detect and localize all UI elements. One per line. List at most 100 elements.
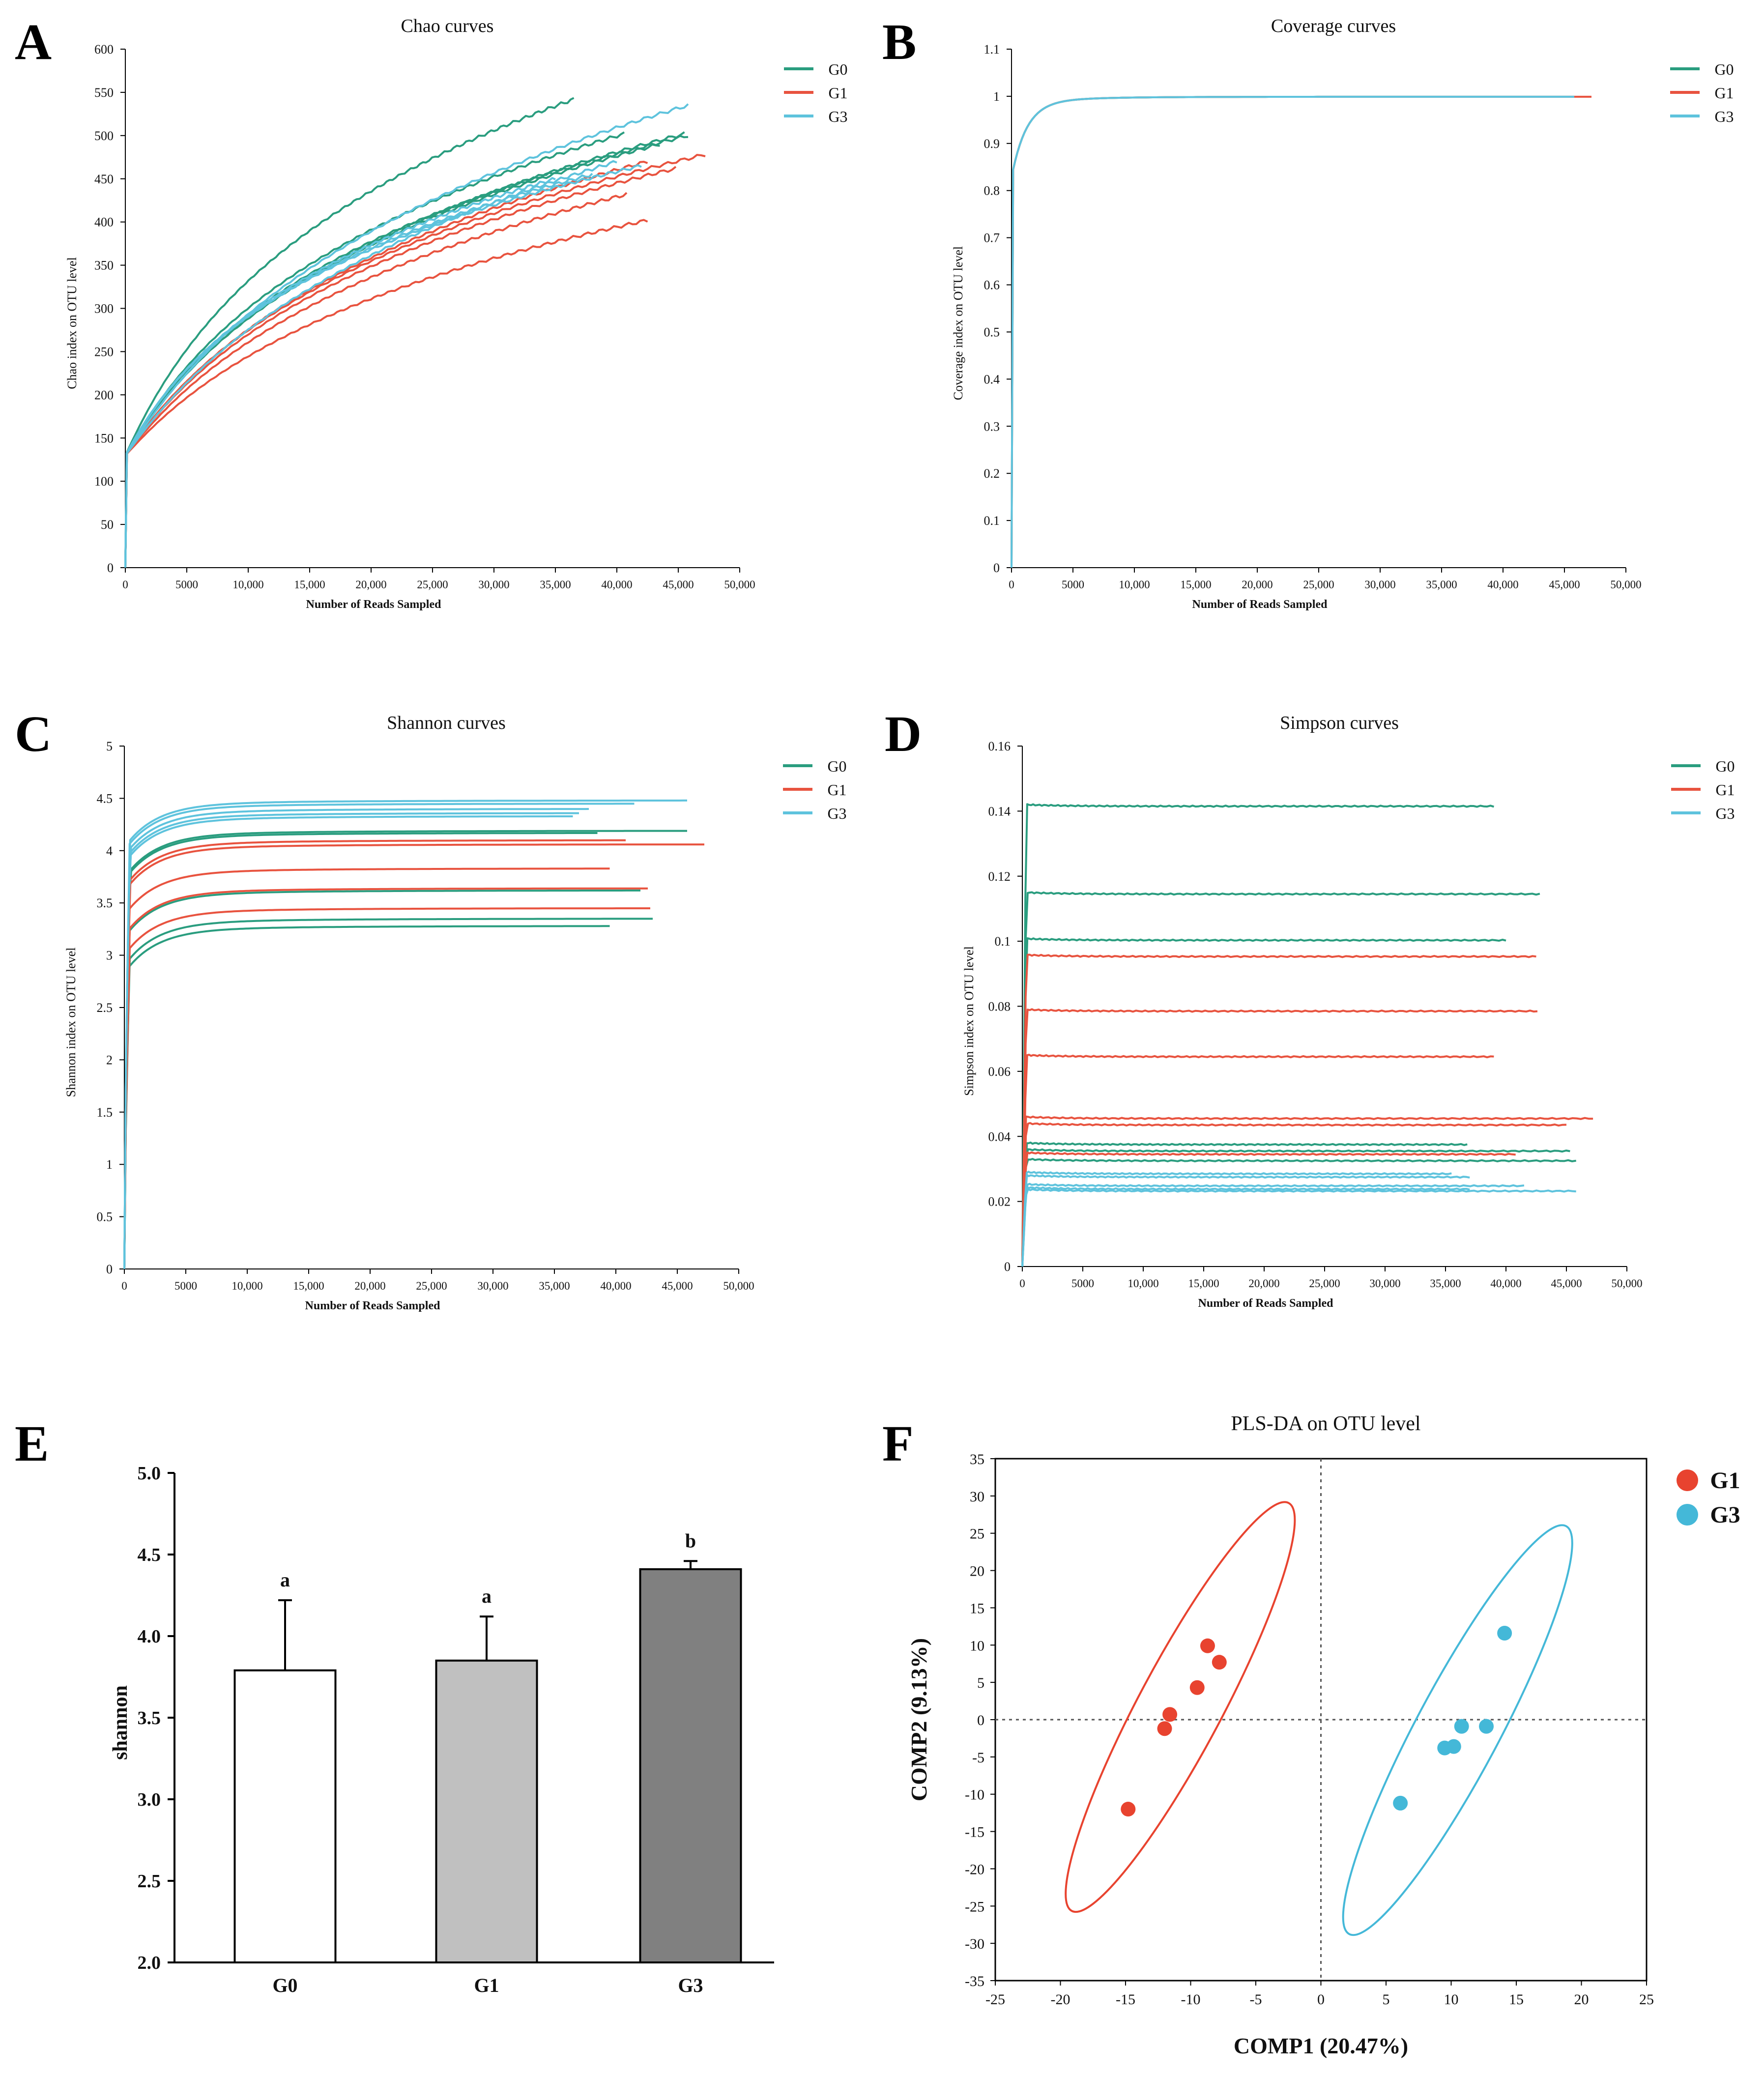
y-tick-label: 1 bbox=[993, 89, 1000, 104]
x-tick-label: 50,000 bbox=[1610, 578, 1641, 591]
series-line-g3 bbox=[123, 808, 589, 1269]
y-tick-label: 0 bbox=[106, 1262, 113, 1276]
point-g1 bbox=[1189, 1680, 1205, 1695]
legend-label-g0: G0 bbox=[1715, 757, 1735, 775]
legend-label-g3: G3 bbox=[828, 108, 847, 125]
y-tick-label: -30 bbox=[965, 1936, 984, 1952]
chart-e: 2.0 2.5 3.0 3.5 4.0 4.5 5.0 shannon a G0 a G1 b G3 bbox=[109, 1463, 774, 1996]
series-line-g0 bbox=[1021, 891, 1540, 1267]
y-tick-label: 100 bbox=[94, 474, 114, 489]
y-tick-label: 25 bbox=[970, 1526, 984, 1542]
legend-label-g3: G3 bbox=[827, 805, 846, 822]
y-tick-label: 0.16 bbox=[988, 739, 1011, 753]
y-tick-label: 1.1 bbox=[984, 42, 1000, 57]
y-tick-label: 250 bbox=[94, 345, 114, 359]
chart-title: Chao curves bbox=[401, 16, 494, 36]
series-line-g3 bbox=[123, 812, 579, 1269]
y-tick-label: 0.8 bbox=[984, 184, 1000, 198]
y-tick-label: -5 bbox=[972, 1750, 984, 1766]
y-tick-label: 35 bbox=[970, 1451, 984, 1468]
legend-label-g3: G3 bbox=[1710, 1502, 1740, 1528]
series-line-g3 bbox=[1011, 95, 1574, 568]
series-line-g0 bbox=[124, 131, 625, 568]
y-tick-label: 4 bbox=[106, 844, 113, 858]
legend-label-g0: G0 bbox=[1714, 60, 1734, 78]
x-axis-label: Number of Reads Sampled bbox=[306, 598, 442, 611]
chart-title: Simpson curves bbox=[1280, 713, 1399, 733]
x-tick-label: 5000 bbox=[1062, 578, 1084, 591]
legend-label-g1: G1 bbox=[1714, 84, 1734, 102]
legend-label-g0: G0 bbox=[828, 60, 847, 78]
x-tick-label: 5000 bbox=[174, 1280, 197, 1292]
y-tick-label: 3 bbox=[106, 949, 113, 963]
legend-label-g1: G1 bbox=[1710, 1468, 1740, 1494]
series-line-g0 bbox=[123, 830, 687, 1269]
confidence-ellipse-g1 bbox=[1065, 1501, 1296, 1913]
x-tick-label: 45,000 bbox=[663, 578, 694, 591]
x-tick-label-g0: G0 bbox=[272, 1974, 297, 1996]
y-tick-label: 4.5 bbox=[138, 1545, 161, 1565]
y-tick-label: 5 bbox=[106, 739, 113, 753]
series-line-g0 bbox=[1021, 803, 1494, 1267]
y-tick-label: 0.2 bbox=[984, 466, 1000, 481]
y-tick-label: 200 bbox=[94, 388, 114, 402]
series-line-g0 bbox=[123, 889, 640, 1269]
x-tick-label: 0 bbox=[122, 578, 128, 591]
series-line-g3 bbox=[1021, 1188, 1576, 1267]
chart-title: PLS-DA on OTU level bbox=[1231, 1412, 1420, 1435]
x-tick-label: 15,000 bbox=[293, 1280, 324, 1292]
series-line-g3 bbox=[123, 815, 573, 1269]
x-tick-label: 35,000 bbox=[1426, 578, 1457, 591]
chart-a: 0 5000 10,000 15,000 20,000 25,000 30,000 35,00… bbox=[65, 16, 848, 611]
series-line-g3 bbox=[124, 160, 617, 568]
y-tick-label: 0.5 bbox=[984, 325, 1000, 339]
series-line-g1 bbox=[1021, 1008, 1538, 1267]
y-tick-label: 0.1 bbox=[984, 514, 1000, 528]
x-tick-label: 0 bbox=[1317, 1991, 1325, 2008]
y-tick-label: -20 bbox=[965, 1861, 984, 1877]
y-tick-label: 350 bbox=[94, 259, 114, 273]
point-g1 bbox=[1200, 1638, 1215, 1653]
x-tick-label: 50,000 bbox=[1611, 1277, 1642, 1290]
y-tick-label: 20 bbox=[970, 1563, 984, 1580]
x-tick-label: 0 bbox=[121, 1280, 127, 1292]
y-tick-label: -35 bbox=[965, 1973, 984, 1989]
y-tick-label: 0.08 bbox=[988, 1000, 1011, 1014]
series-line-g1 bbox=[1021, 953, 1536, 1267]
y-tick-label: 0.7 bbox=[984, 231, 1000, 245]
y-tick-label: 3.0 bbox=[138, 1789, 161, 1810]
x-tick-label: 10,000 bbox=[1119, 578, 1150, 591]
series-line-g0 bbox=[123, 925, 610, 1269]
y-tick-label: 0.3 bbox=[984, 419, 1000, 433]
series-line-g0 bbox=[124, 97, 575, 568]
y-tick-label: 0.14 bbox=[988, 804, 1011, 818]
point-g3 bbox=[1446, 1739, 1461, 1754]
y-tick-label: 5.0 bbox=[138, 1463, 161, 1484]
series-line-g0 bbox=[123, 918, 653, 1269]
y-tick-label: 0.04 bbox=[988, 1129, 1011, 1144]
y-tick-label: 3.5 bbox=[97, 896, 113, 910]
series-line-g3 bbox=[124, 173, 593, 568]
y-axis-label: Shannon index on OTU level bbox=[64, 948, 78, 1097]
y-tick-label: 0.12 bbox=[988, 869, 1011, 884]
series-line-g1 bbox=[124, 219, 648, 568]
legend-label-g3: G3 bbox=[1715, 805, 1735, 822]
y-tick-label: 5 bbox=[977, 1675, 984, 1691]
x-tick-label: 5000 bbox=[175, 578, 198, 591]
x-axis-label: Number of Reads Sampled bbox=[1192, 598, 1328, 611]
y-tick-label: 0.06 bbox=[988, 1065, 1011, 1079]
legend-marker-g1 bbox=[1677, 1469, 1698, 1491]
significance-letter-g3: b bbox=[685, 1529, 696, 1552]
x-tick-label: 30,000 bbox=[478, 578, 509, 591]
y-axis-label: COMP2 (9.13%) bbox=[906, 1638, 931, 1801]
panel-letter-c: C bbox=[15, 706, 52, 762]
x-tick-label: 35,000 bbox=[1430, 1277, 1461, 1290]
x-tick-label: 45,000 bbox=[662, 1280, 693, 1292]
y-tick-label: 50 bbox=[101, 518, 114, 532]
x-tick-label: 15,000 bbox=[1180, 578, 1211, 591]
series-line-g1 bbox=[123, 907, 650, 1269]
y-tick-label: 2.0 bbox=[138, 1953, 161, 1973]
y-tick-label: 450 bbox=[94, 172, 114, 186]
x-tick-label: 30,000 bbox=[1369, 1277, 1400, 1290]
